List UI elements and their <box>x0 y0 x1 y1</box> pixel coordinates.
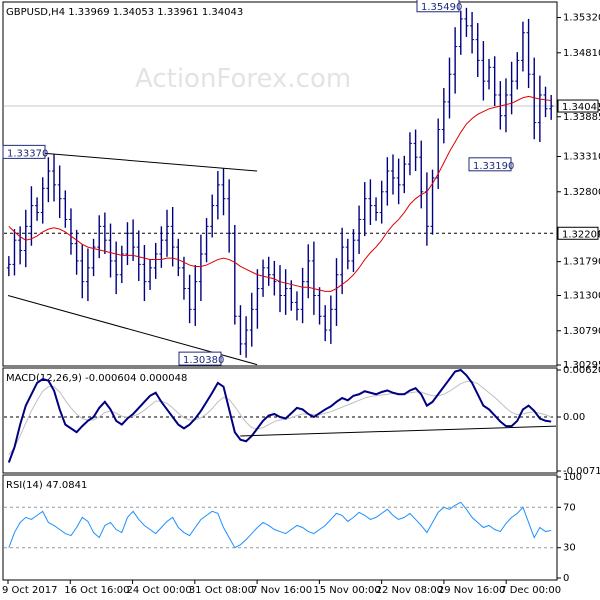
macd-axis-ticks: 0.006201 0.00 -0.007123 <box>557 365 600 477</box>
time-tick-label: 22 Nov 08:00 <box>376 585 443 596</box>
time-tick-label: 9 Oct 2017 <box>2 585 57 596</box>
price-annotation-label: 1.30380 <box>183 355 224 366</box>
price-tick-label: 1.33310 <box>563 152 600 163</box>
time-tick-label: 7 Nov 16:00 <box>251 585 312 596</box>
price-annotation: 1.30380 <box>178 351 224 366</box>
price-annotation-box <box>178 351 222 366</box>
price-annotation-label: 1.33370 <box>7 148 48 159</box>
macd-line <box>7 368 552 463</box>
price-plot: 1.32200 1.34043 <box>4 7 600 366</box>
price-annotation-box <box>416 0 460 13</box>
time-tick-label: 29 Nov 16:00 <box>438 585 505 596</box>
trendline <box>7 149 258 172</box>
rsi-header: RSI(14) 47.0841 <box>6 480 87 491</box>
macd-header: MACD(12,26,9) -0.000604 0.000048 <box>6 373 187 384</box>
current-price-label: 1.34043 <box>562 102 600 113</box>
rsi-plot <box>4 501 556 549</box>
price-tick-label: 1.34810 <box>563 48 600 59</box>
price-annotation-label: 1.33190 <box>473 161 514 172</box>
macd-trendline <box>240 425 557 437</box>
price-annotations: 1.35490 1.33370 1.33190 1.30380 <box>2 0 514 366</box>
rsi-tick-label: 100 <box>563 472 582 483</box>
time-tick-label: 7 Dec 00:00 <box>500 585 561 596</box>
time-tick-label: 31 Oct 08:00 <box>189 585 254 596</box>
price-tick-label: 1.32800 <box>563 187 600 198</box>
support-line-label-box <box>557 226 599 240</box>
macd-plot <box>4 368 557 463</box>
time-tick-label: 15 Nov 00:00 <box>313 585 380 596</box>
current-price-label-box <box>557 99 599 113</box>
price-tick-label: 1.33885 <box>563 112 600 123</box>
time-tick-label: 24 Oct 00:00 <box>127 585 192 596</box>
rsi-panel-frame <box>2 474 558 581</box>
rsi-tick-label: 70 <box>563 502 576 513</box>
price-annotation: 1.33370 <box>2 144 48 159</box>
price-header: GBPUSD,H4 1.33969 1.34053 1.33961 1.3404… <box>6 7 243 18</box>
price-tick-label: 1.31790 <box>563 257 600 268</box>
price-tick-label: 1.30295 <box>563 360 600 371</box>
price-tick-label: 1.31300 <box>563 291 600 302</box>
macd-tick-label: -0.007123 <box>563 466 600 477</box>
rsi-axis-ticks: 100 70 30 0 <box>557 472 582 584</box>
price-annotation: 1.33190 <box>468 157 514 172</box>
time-tick-label: 16 Oct 16:00 <box>64 585 129 596</box>
price-annotation: 1.35490 <box>416 0 462 13</box>
price-tick-label: 1.35320 <box>563 13 600 24</box>
price-annotation-label: 1.35490 <box>421 2 462 13</box>
price-annotation-box <box>468 157 512 172</box>
rsi-line <box>8 501 552 549</box>
watermark: ActionForex.com <box>135 64 351 94</box>
rsi-tick-label: 0 <box>563 573 569 584</box>
sma-line <box>8 95 552 292</box>
macd-tick-label: 0.006201 <box>563 365 600 376</box>
price-annotation-box <box>2 144 46 159</box>
macd-tick-label: 0.00 <box>563 412 585 423</box>
support-line-label: 1.32200 <box>562 229 600 240</box>
price-tick-label: 1.30790 <box>563 326 600 337</box>
rsi-tick-label: 30 <box>563 543 576 554</box>
macd-signal-line <box>8 380 552 456</box>
